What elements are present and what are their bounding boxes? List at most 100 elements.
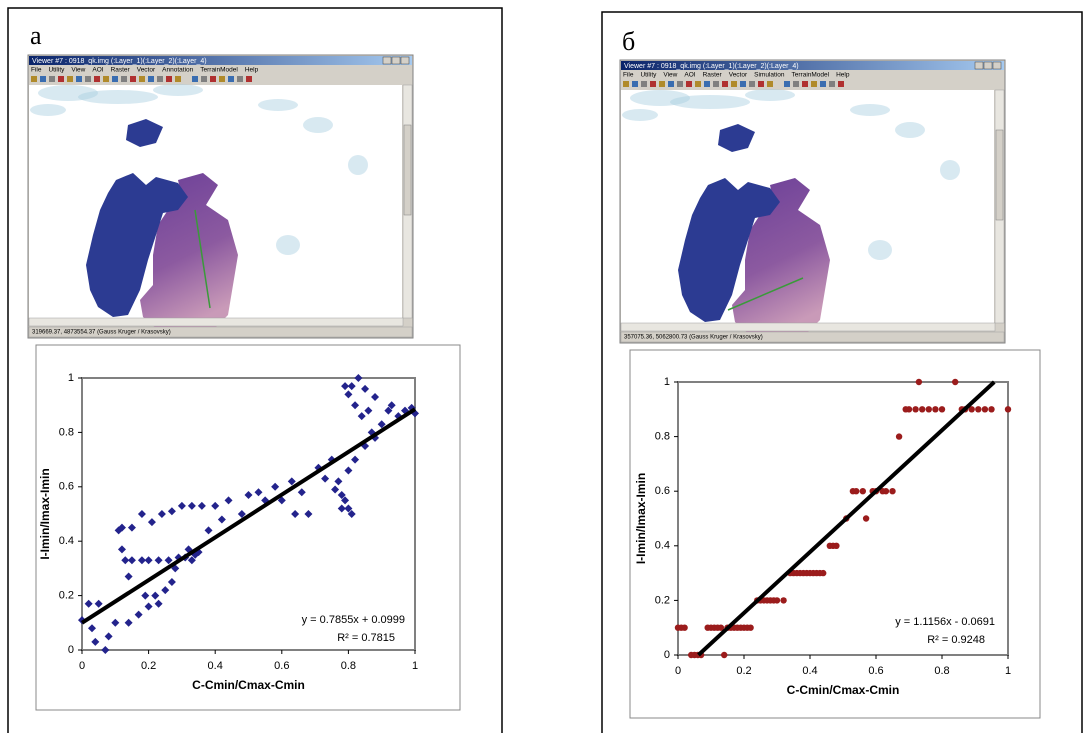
toolbar-icon xyxy=(219,76,225,82)
cloud-patch xyxy=(940,160,960,180)
point xyxy=(217,515,226,524)
toolbar-icon xyxy=(829,81,835,87)
point xyxy=(137,510,146,518)
point xyxy=(331,485,340,494)
window-button xyxy=(400,56,410,65)
point xyxy=(773,597,781,604)
point xyxy=(211,501,220,510)
menu-item: Raster xyxy=(703,72,723,79)
point xyxy=(721,651,728,659)
point xyxy=(351,455,360,464)
menu-item: AOI xyxy=(92,67,103,74)
menu-item: View xyxy=(663,72,677,79)
point xyxy=(91,637,100,646)
y-axis-label: I-Imin/Imax-Imin xyxy=(38,468,52,559)
point xyxy=(197,501,206,510)
toolbar-icon xyxy=(838,81,844,87)
point xyxy=(127,523,136,532)
window-button xyxy=(391,56,401,65)
toolbar-icon xyxy=(722,81,728,87)
lake-west xyxy=(126,119,163,147)
status-bar xyxy=(620,331,1005,343)
cloud-patch xyxy=(622,109,658,121)
toolbar-icon xyxy=(793,81,799,87)
point xyxy=(147,518,156,527)
toolbar-icon xyxy=(192,76,198,82)
toolbar-icon xyxy=(40,76,46,82)
point xyxy=(101,646,110,654)
menu-item: Raster xyxy=(111,67,131,74)
point xyxy=(981,406,989,413)
toolbar-icon xyxy=(704,81,710,87)
point xyxy=(347,382,356,391)
point xyxy=(167,578,176,586)
point xyxy=(968,406,975,413)
window-button xyxy=(382,56,392,65)
x-tick-label: 0.8 xyxy=(341,660,356,672)
point xyxy=(361,384,370,393)
point xyxy=(859,488,866,495)
toolbar-icon xyxy=(85,76,91,82)
toolbar-icon xyxy=(246,76,252,82)
status-text: 319669.37, 4873554.37 (Gauss Kruger / Kr… xyxy=(32,330,171,336)
point xyxy=(1004,406,1012,413)
point xyxy=(137,556,146,565)
point xyxy=(167,507,176,516)
toolbar-icon xyxy=(166,76,172,82)
x-tick-label: 0.2 xyxy=(736,665,751,677)
point xyxy=(321,474,330,483)
point xyxy=(988,406,995,413)
point xyxy=(862,515,870,522)
lake-west xyxy=(86,173,188,317)
toolbar-icon xyxy=(811,81,817,87)
point xyxy=(177,501,186,510)
y-tick-label: 0.2 xyxy=(655,594,670,606)
toolbar-icon xyxy=(623,81,629,87)
menu-item: Simulation xyxy=(754,72,785,79)
cloud-patch xyxy=(630,90,690,106)
toolbar-icon xyxy=(228,76,234,82)
y-tick-label: 0 xyxy=(664,649,670,661)
point xyxy=(889,488,896,495)
point xyxy=(151,591,160,600)
menu-item: Utility xyxy=(48,67,65,74)
point xyxy=(915,378,923,386)
point xyxy=(84,599,93,608)
toolbar-icon xyxy=(713,81,719,87)
lake-east xyxy=(140,173,238,335)
toolbar-icon xyxy=(784,81,790,87)
point xyxy=(364,406,373,415)
point xyxy=(124,618,133,627)
x-axis-label: C-Cmin/Cmax-Cmin xyxy=(787,683,900,697)
point xyxy=(304,510,313,518)
point xyxy=(297,488,306,497)
point xyxy=(244,490,253,499)
panel-frame xyxy=(7,7,503,733)
cloud-patch xyxy=(153,84,203,96)
menu-item: Annotation xyxy=(162,67,193,74)
x-tick-label: 0.4 xyxy=(802,665,817,677)
x-tick-label: 0 xyxy=(675,665,681,677)
point xyxy=(144,602,153,611)
toolbar-icon xyxy=(58,76,64,82)
point xyxy=(161,586,170,595)
viewer-window: Viewer #7 : 0918_qk.img (:Layer_1)(:Laye… xyxy=(27,54,414,339)
y-tick-label: 1 xyxy=(68,372,74,384)
y-tick-label: 0.8 xyxy=(59,426,74,438)
point xyxy=(347,510,356,518)
menu-item: File xyxy=(31,67,42,74)
scrollbar-h xyxy=(620,322,996,332)
point xyxy=(371,393,380,402)
scroll-thumb xyxy=(403,124,412,216)
menu-item: TerrainModel xyxy=(200,67,238,74)
y-tick-label: 0.4 xyxy=(655,540,670,552)
toolbar-icon xyxy=(76,76,82,82)
status-text: 357075.36, 5062800.73 (Gauss Kruger / Kr… xyxy=(624,335,763,341)
point xyxy=(341,496,350,505)
scroll-thumb xyxy=(995,129,1004,221)
cloud-patch xyxy=(303,117,333,133)
cloud-patch xyxy=(78,90,158,104)
panel-label: а xyxy=(30,21,42,50)
point xyxy=(291,510,300,518)
point xyxy=(187,501,196,510)
